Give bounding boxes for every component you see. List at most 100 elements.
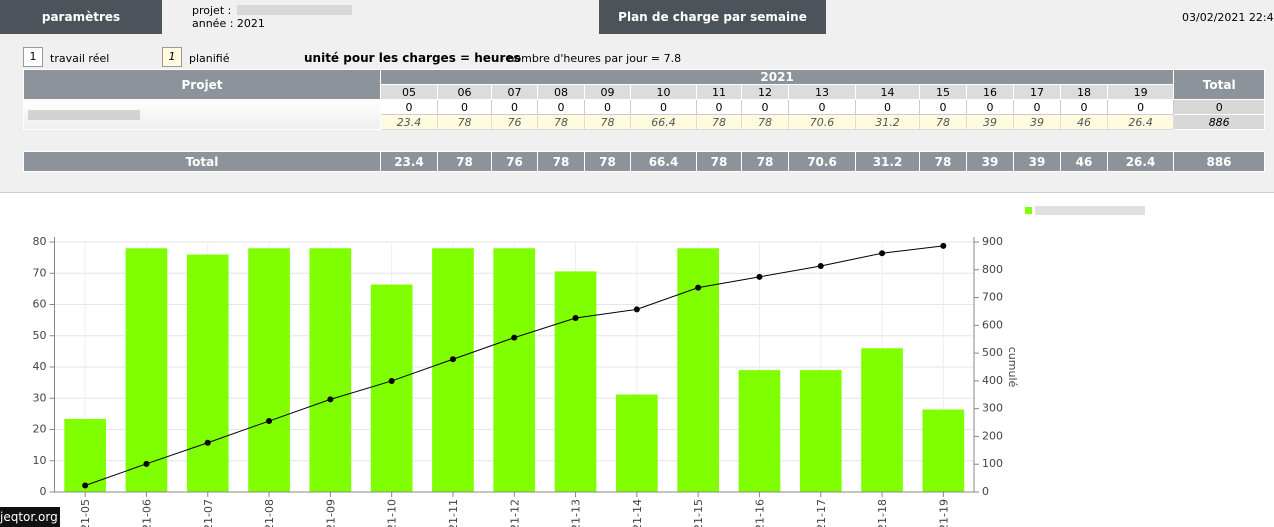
legend-blurred <box>1035 206 1145 215</box>
cumulative-point <box>940 242 947 249</box>
cumulative-point <box>143 460 150 467</box>
total-cell: 46 <box>1060 151 1108 172</box>
week-row: 05 06 07 08 09 10 11 12 13 14 15 16 17 18 19 <box>24 84 1265 100</box>
planned-cell: 78 <box>919 114 967 130</box>
total-cell: 31.2 <box>855 151 920 172</box>
x-tick-label: 2021-14 <box>631 499 644 527</box>
bar <box>248 248 290 492</box>
real-cell: 0 <box>741 99 789 115</box>
planned-cell: 78 <box>537 114 585 130</box>
x-tick-label: 2021-11 <box>447 499 460 527</box>
planned-cell: 39 <box>966 114 1014 130</box>
planned-cell: 78 <box>437 114 492 130</box>
x-tick-label: 2021-05 <box>79 499 92 527</box>
bar <box>554 271 597 492</box>
bar <box>861 348 903 492</box>
week-header: 19 <box>1106 84 1175 100</box>
total-cell: 26.4 <box>1107 151 1174 172</box>
total-cell: 39 <box>1013 151 1061 172</box>
plan-button[interactable]: Plan de charge par semaine <box>599 0 826 34</box>
planned-cell: 76 <box>491 114 538 130</box>
real-cell: 0 <box>855 99 920 115</box>
total-row: Total 23.4 78 76 78 78 66.4 78 78 70.6 31.2 78 39 39 4… <box>23 151 1265 172</box>
params-button[interactable]: paramètres <box>0 0 162 34</box>
year-header: 2021 <box>379 69 1175 85</box>
total-cell: 76 <box>491 151 538 172</box>
week-header: 06 <box>437 84 492 100</box>
week-header: 07 <box>491 84 538 100</box>
y2-tick-label: 500 <box>982 346 1003 359</box>
y2-axis-label: cumulé <box>1006 347 1019 388</box>
total-cell: 78 <box>696 151 742 172</box>
week-header: 13 <box>788 84 856 100</box>
y2-tick-label: 300 <box>982 402 1003 415</box>
planned-cell: 78 <box>741 114 789 130</box>
cumulative-point <box>572 315 579 321</box>
total-header: Total <box>1173 69 1266 100</box>
cumulative-point <box>879 250 886 257</box>
bar <box>186 254 229 492</box>
x-tick-label: 2021-19 <box>937 499 950 527</box>
legend-swatch <box>1025 207 1032 214</box>
total-cell: 78 <box>584 151 631 172</box>
planned-row: 23.4 78 76 78 78 66.4 78 78 70.6 31.2 78 39 39 46 26.4… <box>24 114 1266 130</box>
y2-tick-label: 900 <box>982 235 1003 248</box>
real-cell: 0 <box>537 99 585 115</box>
project-header: Projet <box>23 69 381 100</box>
hours-label: - nombre d'heures par jour = 7.8 <box>500 52 682 65</box>
cumulative-point <box>511 334 518 341</box>
week-header: 14 <box>855 84 920 100</box>
bar <box>616 394 658 492</box>
total-cell: 70.6 <box>788 151 856 172</box>
project-label: projet : <box>192 4 232 17</box>
cumulative-point <box>204 439 211 446</box>
grand-total: 886 <box>1173 151 1265 172</box>
x-tick-label: 2021-09 <box>324 499 337 527</box>
total-cell: 23.4 <box>380 151 438 172</box>
bar <box>493 248 536 492</box>
planned-cell: 46 <box>1060 114 1108 130</box>
planned-cell: 78 <box>696 114 742 130</box>
cumulative-point <box>388 377 395 384</box>
x-tick-label: 2021-08 <box>263 499 276 527</box>
week-header: 18 <box>1060 84 1108 100</box>
project-cell <box>23 99 381 130</box>
week-header: 11 <box>696 84 742 100</box>
planned-box: 1 <box>162 47 182 67</box>
real-cell: 0 <box>584 99 631 115</box>
x-tick-label: 2021-15 <box>692 499 705 527</box>
bar <box>309 248 352 492</box>
total-cell: 78 <box>437 151 492 172</box>
x-tick-label: 2021-07 <box>202 499 215 527</box>
total-cell: 78 <box>919 151 967 172</box>
planned-cell: 66.4 <box>630 114 697 130</box>
real-box: 1 <box>23 47 43 67</box>
real-cell: 0 <box>437 99 492 115</box>
y2-tick-label: 800 <box>982 263 1003 276</box>
total-cell: 39 <box>966 151 1014 172</box>
bar <box>922 409 965 492</box>
total-cell: 78 <box>741 151 789 172</box>
total-table: Total 23.4 78 76 78 78 66.4 78 78 70.6 31.2 78 39 39 4… <box>23 151 1265 172</box>
planned-cell: 31.2 <box>855 114 920 130</box>
real-cell: 0 <box>491 99 538 115</box>
y-tick-label: 30 <box>33 391 47 404</box>
y2-tick-label: 200 <box>982 429 1003 442</box>
x-tick-label: 2021-10 <box>386 499 399 527</box>
total-cell: 66.4 <box>630 151 697 172</box>
planned-label: planifié <box>189 52 230 65</box>
y-tick-label: 60 <box>33 298 47 311</box>
real-cell: 0 <box>630 99 697 115</box>
bar <box>799 370 842 492</box>
week-header: 16 <box>966 84 1014 100</box>
cumulative-point <box>327 396 334 403</box>
week-header: 09 <box>584 84 631 100</box>
real-cell: 0 <box>788 99 856 115</box>
week-header: 15 <box>919 84 967 100</box>
bar <box>64 418 106 492</box>
cumulative-point <box>266 418 273 425</box>
week-header: 17 <box>1013 84 1061 100</box>
planned-cell: 78 <box>584 114 631 130</box>
